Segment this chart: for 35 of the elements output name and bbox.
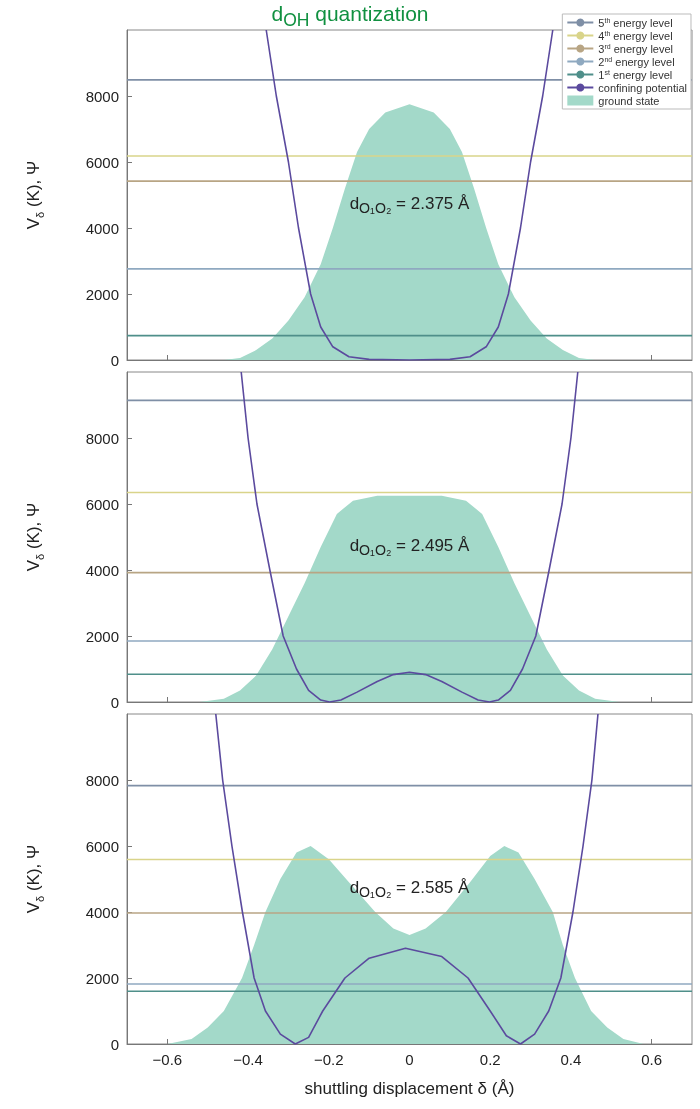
x-tick-label: −0.6 xyxy=(152,1051,183,1068)
legend-label: confining potential xyxy=(598,81,688,94)
line-series xyxy=(240,371,579,703)
y-tick-label: 8000 xyxy=(85,87,119,105)
y-tick-label: 8000 xyxy=(85,771,119,789)
y-tick-label: 2000 xyxy=(85,285,119,303)
y-axis-title: Vδ (K), Ψ xyxy=(23,502,46,572)
x-tick-label: 0.2 xyxy=(479,1051,501,1068)
y-tick-label: 6000 xyxy=(85,153,119,171)
annotation: d$_{O₁O₂}$ = 2.495 Å xyxy=(349,535,470,559)
y-tick-label: 4000 xyxy=(85,903,119,921)
y-tick-label: 8000 xyxy=(85,429,119,447)
annotation: d$_{O₁O₂}$ = 2.585 Å xyxy=(349,877,470,901)
x-tick-label: 0 xyxy=(405,1051,414,1068)
annotation: d$_{O₁O₂}$ = 2.375 Å xyxy=(349,193,470,217)
x-tick-label: 0.6 xyxy=(641,1051,663,1068)
y-tick-label: 0 xyxy=(110,1035,119,1053)
y-axis-title: Vδ (K), Ψ xyxy=(23,160,46,230)
chart-title: d$_{OH}$ quantization xyxy=(271,2,429,31)
line-series xyxy=(214,713,599,1045)
x-tick-label: −0.4 xyxy=(233,1051,263,1068)
x-axis-title: shuttling displacement δ (Å) xyxy=(304,1079,515,1098)
y-tick-label: 0 xyxy=(110,351,119,369)
y-tick-label: 4000 xyxy=(85,219,119,237)
y-tick-label: 6000 xyxy=(85,495,119,513)
y-axis-title: Vδ (K), Ψ xyxy=(23,844,46,914)
y-tick-label: 0 xyxy=(110,693,119,711)
y-tick-label: 4000 xyxy=(85,561,119,579)
y-tick-label: 2000 xyxy=(85,627,119,645)
x-tick-label: 0.4 xyxy=(560,1051,582,1068)
line-series xyxy=(265,29,554,361)
y-tick-label: 6000 xyxy=(85,837,119,855)
y-tick-label: 2000 xyxy=(85,969,119,987)
x-tick-label: −0.2 xyxy=(313,1051,344,1068)
legend-label: ground state xyxy=(598,94,660,107)
